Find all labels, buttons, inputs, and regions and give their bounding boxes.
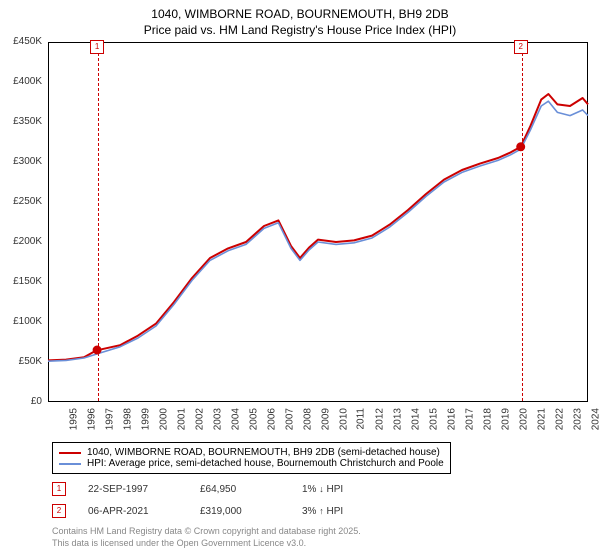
event-marker-box: 2 bbox=[514, 40, 528, 54]
event-marker-box: 1 bbox=[90, 40, 104, 54]
event-dot bbox=[517, 143, 525, 151]
event-dot bbox=[93, 346, 101, 354]
chart-container: 1040, WIMBORNE ROAD, BOURNEMOUTH, BH9 2D… bbox=[0, 0, 600, 560]
series-line bbox=[48, 94, 588, 360]
chart-svg bbox=[0, 0, 600, 560]
series-line bbox=[48, 101, 588, 361]
